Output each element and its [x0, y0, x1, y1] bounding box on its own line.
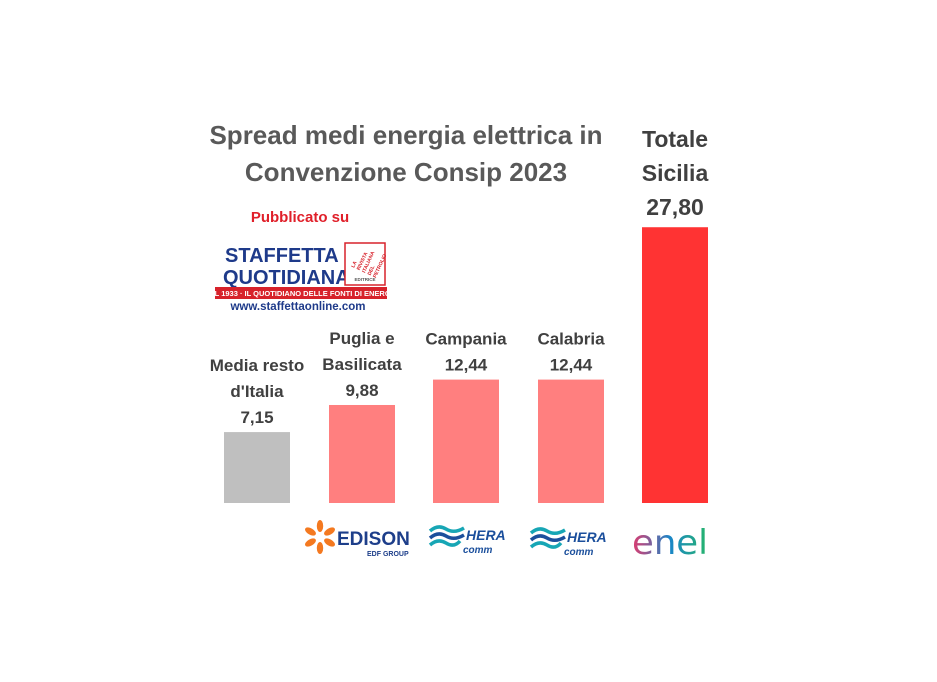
hera-logo-calabria: HERA comm	[529, 527, 607, 558]
bar-4	[642, 227, 708, 503]
category-label-4-1: Sicilia	[642, 160, 709, 186]
staffetta-url: www.staffettaonline.com	[229, 301, 365, 313]
publisher-intro: Pubblicato su	[251, 209, 349, 226]
bar-0	[224, 432, 290, 503]
hera-waves-icon	[428, 525, 465, 547]
category-label-2-0: Campania	[425, 330, 507, 349]
bars-group	[224, 227, 708, 503]
staffetta-tagline: DAL 1933 · IL QUOTIDIANO DELLE FONTI DI …	[204, 289, 399, 298]
data-label-2: 12,44	[445, 356, 488, 375]
data-label-4: 27,80	[646, 194, 704, 220]
staffetta-seal-icon: LA RIVISTA ITALIANA DEL PETROLIO EDITRIC…	[344, 242, 388, 286]
data-label-3: 12,44	[550, 356, 593, 375]
category-label-4-0: Totale	[642, 126, 708, 152]
category-label-0-0: Media resto	[210, 356, 304, 375]
data-label-1: 9,88	[345, 381, 378, 400]
hera-name: HERA	[567, 529, 607, 545]
hera-waves-icon	[529, 527, 566, 549]
seal-footer: EDITRICE	[354, 277, 375, 282]
staffetta-logo: STAFFETTA QUOTIDIANA LA RIVISTA ITALIANA…	[204, 242, 399, 313]
bar-3	[538, 379, 604, 503]
bar-1	[329, 404, 395, 503]
category-label-3-0: Calabria	[537, 330, 605, 349]
staffetta-tagline-bar	[215, 287, 387, 299]
hera-name: HERA	[466, 527, 506, 543]
staffetta-name-line-1: STAFFETTA	[225, 245, 339, 267]
chart-title-line-2: Convenzione Consip 2023	[245, 157, 567, 187]
chart-title-line-1: Spread medi energia elettrica in	[209, 120, 602, 150]
seal-text-1: LA	[350, 260, 358, 269]
publisher-block: Pubblicato su STAFFETTA QUOTIDIANA LA RI…	[204, 209, 399, 313]
chart-title: Spread medi energia elettrica in Convenz…	[209, 120, 602, 187]
edison-sub: EDF GROUP	[367, 551, 409, 558]
bar-2	[433, 379, 499, 503]
labels-group: Media resto d'Italia 7,15 Puglia e Basilicat…	[210, 126, 709, 427]
edison-flower-icon	[305, 520, 335, 554]
category-label-1-0: Puglia e	[329, 329, 394, 348]
data-label-0: 7,15	[240, 408, 273, 427]
category-label-1-1: Basilicata	[322, 355, 402, 374]
hera-sub: comm	[463, 545, 493, 556]
edison-name: EDISON	[337, 529, 410, 550]
seal-text-4: DEL	[367, 265, 377, 277]
category-label-0-1: d'Italia	[230, 382, 284, 401]
hera-logo-campania: HERA comm	[428, 525, 506, 556]
edison-logo: EDISON EDF GROUP	[305, 520, 410, 558]
staffetta-name-line-2: QUOTIDIANA	[223, 267, 350, 289]
hera-sub: comm	[564, 547, 594, 558]
enel-logo: enel	[632, 523, 708, 563]
